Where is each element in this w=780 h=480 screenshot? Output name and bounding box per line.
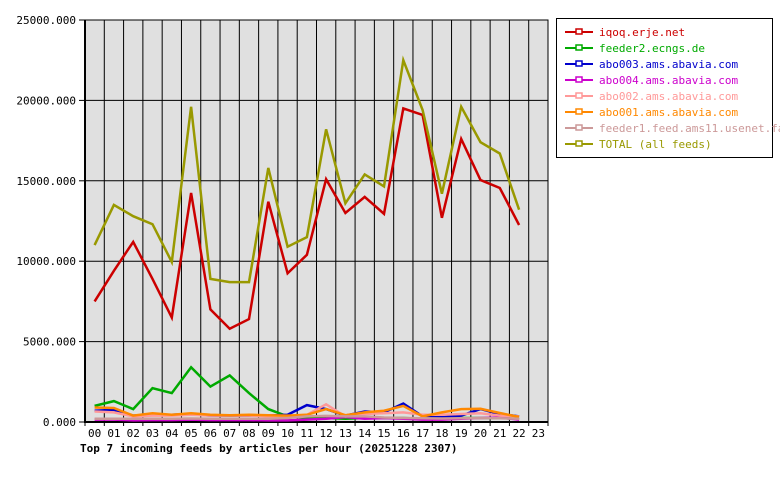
x-tick-label: 00: [88, 427, 101, 440]
legend-item-1: iqoq.erje.net: [565, 24, 772, 40]
legend-label: TOTAL (all feeds): [599, 137, 712, 151]
x-tick-label: 08: [242, 427, 255, 440]
legend-item-3: abo003.ams.abavia.com: [565, 56, 772, 72]
x-tick-label: 19: [455, 427, 468, 440]
legend-line-marker-icon: [565, 44, 593, 51]
y-tick-label: 5000.000: [23, 336, 76, 349]
x-tick-label: 05: [184, 427, 197, 440]
legend-line-marker-icon: [565, 60, 593, 67]
x-tick-label: 20: [474, 427, 487, 440]
legend-label: abo003.ams.abavia.com: [599, 57, 739, 71]
x-tick-label: 14: [358, 427, 372, 440]
series-line-7: [94, 414, 520, 421]
x-tick-label: 15: [377, 427, 390, 440]
x-tick-label: 11: [300, 427, 313, 440]
x-tick-label: 10: [281, 427, 294, 440]
legend-label: abo001.ams.abavia.com: [599, 105, 739, 119]
x-tick-label: 16: [397, 427, 410, 440]
legend-label: feeder1.feed.ams11.usenet.farm: [599, 121, 780, 135]
legend-line-marker-icon: [565, 140, 593, 147]
x-tick-label: 23: [532, 427, 545, 440]
series-line-6: [94, 404, 520, 419]
x-tick-label: 01: [107, 427, 120, 440]
x-tick-label: 13: [339, 427, 352, 440]
x-tick-label: 04: [165, 427, 179, 440]
x-tick-label: 06: [204, 427, 217, 440]
legend-line-marker-icon: [565, 92, 593, 99]
x-tick-label: 21: [493, 427, 506, 440]
y-tick-label: 25000.000: [16, 14, 76, 27]
legend-label: abo004.ams.abavia.com: [599, 73, 739, 87]
legend-box: iqoq.erje.net feeder2.ecngs.de abo003.ams.…: [556, 18, 780, 158]
x-tick-label: 09: [262, 427, 275, 440]
x-tick-label: 03: [146, 427, 159, 440]
legend-item-2: feeder2.ecngs.de: [565, 40, 772, 56]
legend-item-5: abo002.ams.abavia.com: [565, 88, 772, 104]
x-tick-label: 02: [127, 427, 140, 440]
x-tick-label: 22: [512, 427, 525, 440]
legend-item-6: abo001.ams.abavia.com: [565, 104, 772, 120]
series-line-8: [93, 55, 521, 284]
legend-line-marker-icon: [565, 28, 593, 35]
legend-line-marker-icon: [565, 108, 593, 115]
legend-item-4: abo004.ams.abavia.com: [565, 72, 772, 88]
x-tick-label: 17: [416, 427, 429, 440]
y-tick-label: 15000.000: [16, 175, 76, 188]
legend-label: feeder2.ecngs.de: [599, 41, 705, 55]
legend-line-marker-icon: [565, 76, 593, 83]
y-tick-label: 10000.000: [16, 255, 76, 268]
legend-line-marker-icon: [565, 124, 593, 131]
legend-label: abo002.ams.abavia.com: [599, 89, 739, 103]
legend-label: iqoq.erje.net: [599, 25, 686, 39]
chart-title: Top 7 incoming feeds by articles per hou…: [80, 442, 458, 455]
legend-item-7: feeder1.feed.ams11.usenet.farm: [565, 120, 780, 136]
x-tick-label: 07: [223, 427, 236, 440]
x-tick-label: 18: [435, 427, 448, 440]
x-tick-label: 12: [320, 427, 333, 440]
series-line-1: [93, 106, 521, 331]
y-tick-label: 0.000: [43, 416, 76, 429]
y-tick-label: 20000.000: [16, 94, 76, 107]
legend-item-8: TOTAL (all feeds): [565, 136, 772, 152]
